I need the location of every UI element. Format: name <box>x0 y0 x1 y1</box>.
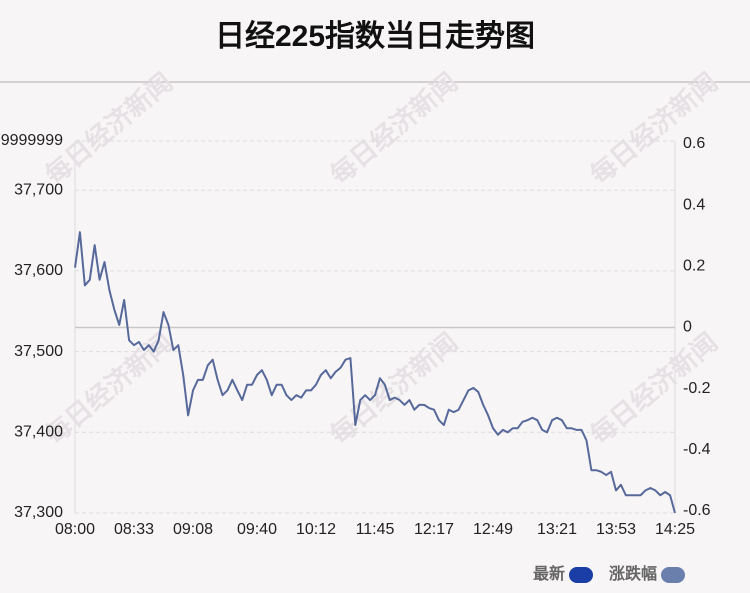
x-tick-label: 12:49 <box>473 521 513 538</box>
y2-tick-label: 0 <box>683 319 692 336</box>
y-tick-label: 37,600 <box>14 262 63 279</box>
x-tick-label: 09:40 <box>237 521 277 538</box>
x-tick-label: 11:45 <box>356 521 395 538</box>
y2-tick-label: -0.6 <box>683 502 711 519</box>
x-tick-label: 09:08 <box>173 521 213 538</box>
y-tick-label: 37,700 <box>14 181 63 198</box>
y2-tick-label: 0.6 <box>683 135 705 152</box>
y2-tick-label: 0.4 <box>683 196 705 213</box>
watermark: 每日经济新闻 <box>584 67 723 191</box>
legend-swatch <box>569 567 593 583</box>
legend-swatch <box>661 567 685 583</box>
line-series <box>74 231 676 514</box>
y-tick-label: 37,300 <box>14 504 63 521</box>
watermark: 每日经济新闻 <box>39 67 178 191</box>
x-tick-label: 13:53 <box>596 521 636 538</box>
legend-label: 涨跌幅 <box>609 564 657 583</box>
y2-tick-label: -0.4 <box>683 441 711 458</box>
x-tick-label: 14:25 <box>655 521 695 538</box>
y-tick-label: 9999999 <box>1 132 63 149</box>
x-tick-label: 12:17 <box>414 521 454 538</box>
y-tick-label: 37,400 <box>14 424 63 441</box>
x-tick-label: 10:12 <box>296 521 336 538</box>
x-tick-label: 13:21 <box>537 521 577 538</box>
watermark: 每日经济新闻 <box>324 67 463 191</box>
y-tick-label: 37,500 <box>14 343 63 360</box>
chart-title: 日经225指数当日走势图 <box>215 19 535 53</box>
x-tick-label: 08:00 <box>55 521 95 538</box>
legend-label: 最新 <box>533 564 565 583</box>
x-tick-label: 08:33 <box>114 521 154 538</box>
y2-tick-label: 0.2 <box>683 258 705 275</box>
y2-tick-label: -0.2 <box>683 380 711 397</box>
